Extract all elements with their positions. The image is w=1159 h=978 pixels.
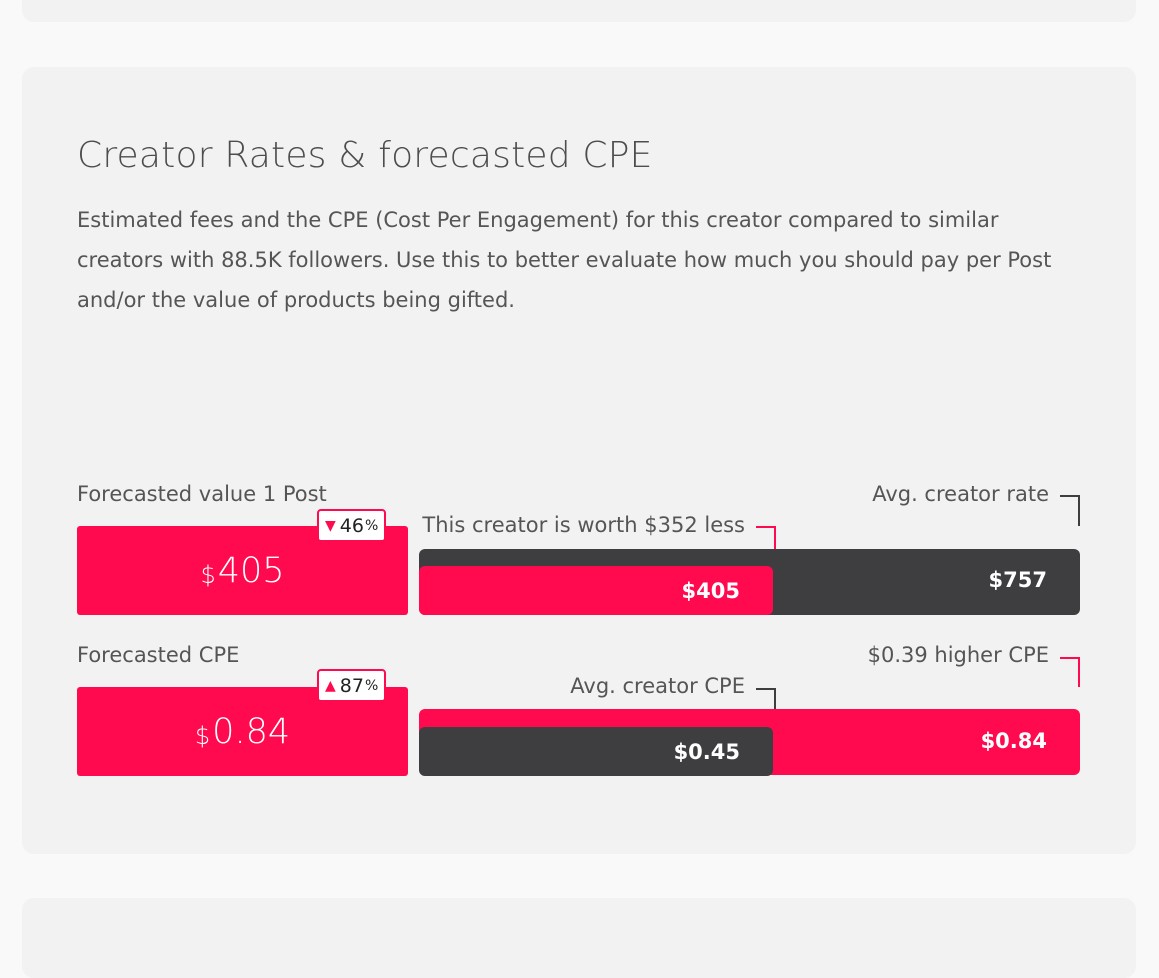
arrow-up-icon: ▲ [325, 677, 336, 694]
section-description: Estimated fees and the CPE (Cost Per Eng… [77, 208, 1052, 312]
avg-cpe-bar: $0.45 [419, 727, 773, 776]
cpe-change-percent-sign: % [364, 677, 379, 694]
post-diff-label: This creator is worth $352 less [422, 513, 745, 537]
bottom-card [22, 898, 1136, 978]
arrow-down-icon: ▼ [325, 517, 336, 534]
creator-rate-bar: $405 [419, 566, 773, 615]
post-value-label: Forecasted value 1 Post [77, 482, 327, 506]
post-change-percent-sign: % [364, 517, 379, 534]
avg-cpe-bar-value: $0.45 [673, 739, 740, 764]
post-diff-bracket [756, 526, 776, 558]
cpe-label: Forecasted CPE [77, 643, 240, 667]
avg-rate-bracket [1060, 495, 1080, 526]
cpe-diff-label: $0.39 higher CPE [867, 643, 1049, 667]
top-card [22, 0, 1136, 22]
avg-cpe-bracket [756, 688, 776, 719]
post-change-value: 46 [339, 514, 364, 537]
section-title: Creator Rates & forecasted CPE [77, 135, 653, 176]
avg-rate-bar-value: $757 [988, 568, 1047, 592]
avg-creator-cpe-label: Avg. creator CPE [570, 674, 745, 698]
creator-cpe-bar-value: $0.84 [980, 729, 1047, 753]
post-change-badge: ▼ 46% [317, 509, 387, 542]
cpe-change-value: 87 [339, 674, 364, 697]
post-value-amount: 405 [217, 550, 285, 591]
cpe-value-amount: 0.84 [212, 711, 291, 752]
cpe-value-currency: $ [194, 721, 211, 750]
cpe-diff-bracket [1060, 657, 1080, 687]
post-value-currency: $ [200, 560, 216, 589]
avg-creator-rate-label: Avg. creator rate [872, 482, 1049, 506]
cpe-change-badge: ▲ 87% [317, 669, 387, 702]
creator-rate-bar-value: $405 [681, 578, 740, 603]
